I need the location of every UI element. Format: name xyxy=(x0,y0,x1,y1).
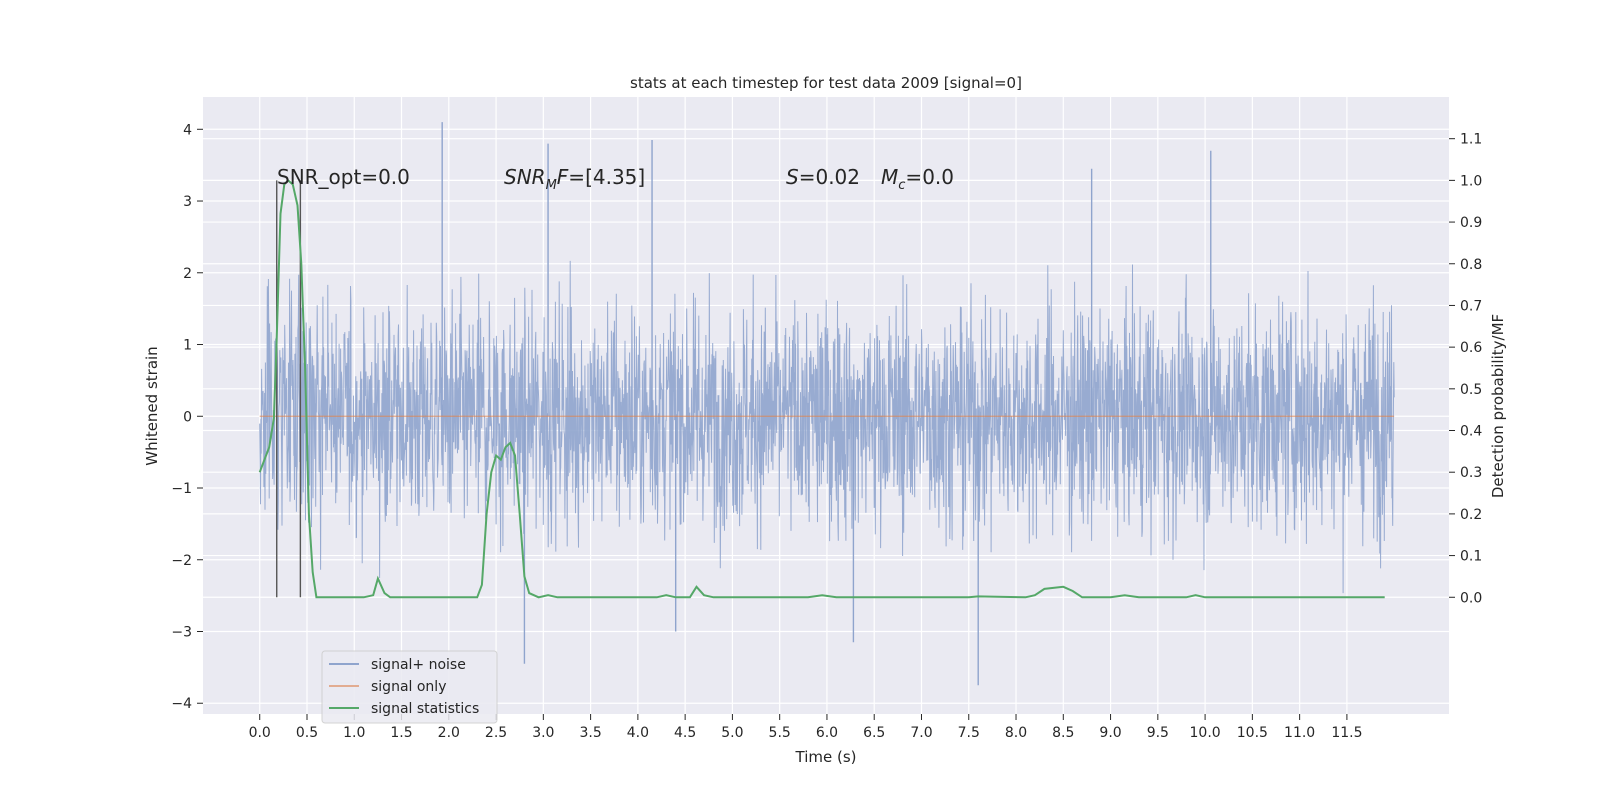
y-right-tick-label: 0.5 xyxy=(1460,382,1482,398)
noise-series xyxy=(259,122,1395,686)
chart-title: stats at each timestep for test data 200… xyxy=(630,74,1022,92)
x-tick-label: 11.0 xyxy=(1284,725,1315,741)
legend-label-stats: signal statistics xyxy=(371,701,479,717)
x-tick-label: 9.5 xyxy=(1147,725,1169,741)
y-right-tick-label: 0.1 xyxy=(1460,549,1482,565)
y-tick-label: 3 xyxy=(183,194,192,210)
y-tick-label: 0 xyxy=(183,409,192,425)
y-tick-label: −3 xyxy=(171,624,192,640)
x-tick-label: 4.0 xyxy=(627,725,649,741)
legend-label-signal: signal only xyxy=(371,679,446,695)
x-tick-label: 3.0 xyxy=(532,725,554,741)
x-tick-label: 0.5 xyxy=(296,725,318,741)
x-tick-label: 9.0 xyxy=(1099,725,1121,741)
x-tick-label: 1.5 xyxy=(390,725,412,741)
x-tick-label: 11.5 xyxy=(1331,725,1362,741)
x-tick-label: 2.0 xyxy=(438,725,460,741)
y-right-tick-label: 0.2 xyxy=(1460,507,1482,523)
y-axis-right-label: Detection probability/MF xyxy=(1489,314,1507,498)
annotation-stat-s: S=0.02 xyxy=(786,165,860,189)
annotation-snr-mf-value: [4.35] xyxy=(585,165,645,189)
x-tick-label: 6.0 xyxy=(816,725,838,741)
annotation-stat-mc: Mc=0.0 xyxy=(881,165,954,193)
y-right-tick-label: 1.1 xyxy=(1460,132,1482,148)
y-right-tick-label: 0.3 xyxy=(1460,465,1482,481)
x-tick-label: 3.5 xyxy=(579,725,601,741)
y-tick-label: −2 xyxy=(171,553,192,569)
x-tick-label: 5.5 xyxy=(769,725,791,741)
y-tick-label: −4 xyxy=(171,696,192,712)
annotation-snr-mf: SNRMF=[4.35] xyxy=(504,165,645,193)
y-right-tick-label: 0.4 xyxy=(1460,424,1482,440)
x-tick-label: 6.5 xyxy=(863,725,885,741)
annotation-snr-opt: SNR_opt=0.0 xyxy=(277,165,410,189)
y-tick-label: −1 xyxy=(171,481,192,497)
grid xyxy=(203,97,1449,714)
noise-trace xyxy=(259,260,1395,594)
y-right-tick-label: 0.6 xyxy=(1460,340,1482,356)
x-tick-label: 4.5 xyxy=(674,725,696,741)
y-right-tick-label: 0.7 xyxy=(1460,298,1482,314)
y-right-tick-label: 0.9 xyxy=(1460,215,1482,231)
x-tick-label: 7.5 xyxy=(958,725,980,741)
x-tick-label: 5.0 xyxy=(721,725,743,741)
y-tick-label: 1 xyxy=(183,338,192,354)
x-axis-label: Time (s) xyxy=(795,748,857,766)
x-tick-label: 1.0 xyxy=(343,725,365,741)
stats-line xyxy=(258,179,1385,599)
tick-labels: 0.0 0.5 1.0 1.5 2.0 2.5 3.0 3.5 4.0 4.5 5.0 5.5 6.0 6… xyxy=(171,122,1482,741)
y-tick-label: 4 xyxy=(183,122,192,138)
stats-series xyxy=(258,179,1385,599)
legend-label-noise: signal+ noise xyxy=(371,657,466,673)
x-tick-label: 8.5 xyxy=(1052,725,1074,741)
y-right-tick-label: 0.8 xyxy=(1460,257,1482,273)
legend-box xyxy=(321,650,498,724)
x-tick-label: 10.5 xyxy=(1237,725,1268,741)
x-tick-label: 10.0 xyxy=(1190,725,1221,741)
annotation-stat-s-value: 0.02 xyxy=(815,165,860,189)
x-tick-label: 2.5 xyxy=(485,725,507,741)
x-tick-label: 8.0 xyxy=(1005,725,1027,741)
annotation-stat-mc-value: 0.0 xyxy=(922,165,954,189)
y-axis-label: Whitened strain xyxy=(143,346,161,465)
legend: signal+ noise signal only signal statist… xyxy=(321,650,498,724)
y-tick-label: 2 xyxy=(183,266,192,282)
y-right-tick-label: 1.0 xyxy=(1460,173,1482,189)
x-tick-label: 7.0 xyxy=(910,725,932,741)
y-right-tick-label: 0.0 xyxy=(1460,590,1482,606)
x-tick-label: 0.0 xyxy=(249,725,271,741)
